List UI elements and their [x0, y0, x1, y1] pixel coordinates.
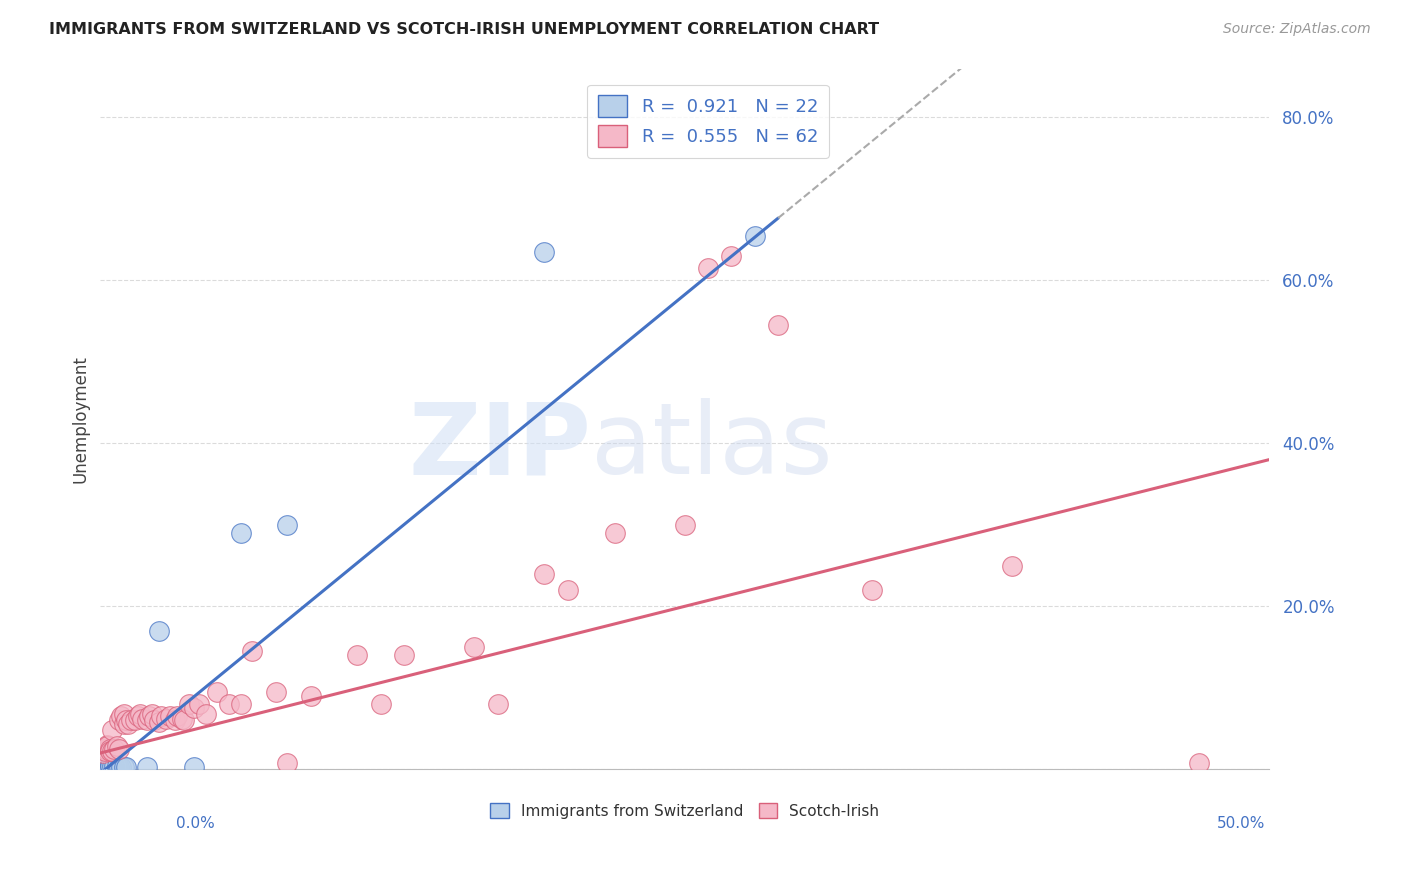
Point: [98, 758, 121, 772]
Point: [697, 261, 720, 276]
Point: [165, 714, 187, 728]
Point: [94, 744, 117, 758]
Point: [94, 742, 117, 756]
Point: [131, 712, 153, 726]
Point: [115, 714, 138, 728]
Point: [533, 244, 555, 259]
Point: [194, 706, 217, 721]
Point: [720, 249, 742, 263]
Point: [159, 709, 181, 723]
Point: [110, 709, 132, 723]
Point: [108, 714, 131, 728]
Point: [603, 526, 626, 541]
Y-axis label: Unemployment: Unemployment: [72, 355, 89, 483]
Point: [143, 714, 166, 728]
Point: [148, 714, 170, 729]
Point: [91, 746, 114, 760]
Point: [240, 644, 263, 658]
Point: [673, 517, 696, 532]
Point: [205, 685, 228, 699]
Point: [96, 756, 118, 770]
Point: [105, 759, 128, 773]
Point: [172, 712, 194, 726]
Point: [94, 752, 117, 766]
Point: [120, 714, 142, 728]
Point: [129, 706, 152, 721]
Point: [98, 759, 121, 773]
Point: [557, 582, 579, 597]
Text: 0.0%: 0.0%: [176, 816, 215, 831]
Point: [392, 648, 415, 663]
Point: [115, 760, 138, 774]
Legend: Immigrants from Switzerland, Scotch-Irish: Immigrants from Switzerland, Scotch-Iris…: [484, 797, 886, 825]
Point: [229, 526, 252, 541]
Point: [91, 742, 114, 756]
Point: [136, 760, 159, 774]
Point: [766, 318, 789, 333]
Point: [105, 739, 128, 754]
Point: [346, 648, 368, 663]
Point: [124, 714, 146, 728]
Point: [112, 706, 135, 721]
Point: [744, 228, 766, 243]
Point: [112, 717, 135, 731]
Point: [370, 697, 392, 711]
Point: [96, 739, 118, 754]
Point: [110, 760, 132, 774]
Point: [533, 566, 555, 581]
Point: [98, 742, 121, 756]
Text: Source: ZipAtlas.com: Source: ZipAtlas.com: [1223, 22, 1371, 37]
Point: [229, 697, 252, 711]
Point: [218, 697, 240, 711]
Point: [155, 712, 177, 726]
Point: [127, 709, 149, 723]
Point: [108, 742, 131, 756]
Point: [264, 685, 287, 699]
Point: [136, 714, 159, 728]
Point: [1001, 558, 1024, 573]
Point: [1188, 756, 1211, 770]
Text: 50.0%: 50.0%: [1218, 816, 1265, 831]
Point: [179, 697, 201, 711]
Point: [299, 689, 322, 703]
Point: [91, 752, 114, 766]
Point: [138, 709, 160, 723]
Point: [101, 759, 124, 773]
Text: ZIP: ZIP: [408, 399, 591, 495]
Point: [101, 723, 124, 738]
Point: [96, 757, 118, 772]
Point: [96, 738, 118, 752]
Point: [860, 582, 883, 597]
Point: [173, 714, 195, 728]
Point: [91, 747, 114, 762]
Point: [183, 760, 205, 774]
Text: IMMIGRANTS FROM SWITZERLAND VS SCOTCH-IRISH UNEMPLOYMENT CORRELATION CHART: IMMIGRANTS FROM SWITZERLAND VS SCOTCH-IR…: [49, 22, 879, 37]
Point: [148, 624, 170, 638]
Point: [150, 709, 173, 723]
Point: [112, 760, 135, 774]
Point: [94, 754, 117, 768]
Point: [166, 709, 188, 723]
Point: [141, 706, 163, 721]
Point: [98, 744, 121, 758]
Point: [486, 697, 509, 711]
Point: [463, 640, 485, 654]
Text: atlas: atlas: [591, 399, 832, 495]
Point: [103, 742, 125, 756]
Point: [187, 697, 209, 711]
Point: [101, 744, 124, 758]
Point: [183, 701, 205, 715]
Point: [117, 717, 139, 731]
Point: [108, 760, 131, 774]
Point: [103, 759, 125, 773]
Point: [276, 756, 298, 770]
Point: [276, 517, 298, 532]
